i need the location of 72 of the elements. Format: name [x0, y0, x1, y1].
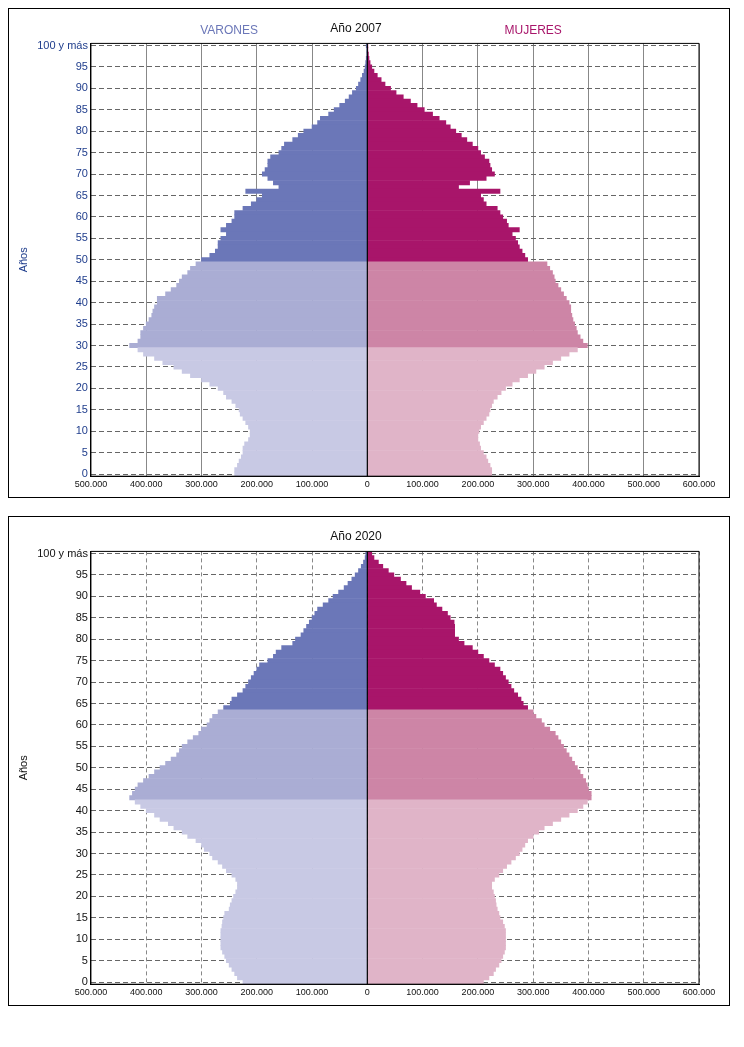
y-tick-label: 20	[75, 381, 88, 394]
y-tick-label: 95	[75, 568, 88, 580]
y-tick-label: 65	[75, 188, 88, 201]
x-tick-label: 400.000	[129, 987, 163, 998]
y-tick-label: 50	[75, 252, 88, 265]
y-tick-label: 60	[75, 209, 88, 222]
y-tick-label: 85	[75, 610, 88, 623]
y-tick-label: 40	[75, 803, 88, 816]
x-tick-label: 100.000	[295, 479, 329, 490]
y-tick-label: 80	[75, 124, 88, 137]
y-tick-label: 0	[81, 467, 88, 480]
x-tick-label: 300.000	[516, 479, 550, 490]
x-tick-label: 300.000	[185, 987, 218, 998]
y-tick-label: 55	[75, 739, 88, 752]
x-tick-label: 500.000	[627, 479, 660, 490]
y-tick-label: 15	[75, 910, 88, 923]
y-tick-label: 75	[75, 653, 88, 666]
y-tick-label: 5	[81, 953, 88, 966]
y-tick-label: 20	[75, 889, 88, 902]
y-tick-label: 10	[75, 932, 88, 945]
y-tick-label: 50	[75, 760, 88, 773]
x-tick-label: 100.000	[406, 987, 439, 998]
y-tick-label: 45	[75, 782, 88, 795]
y-tick-label: 100 y más	[37, 38, 89, 51]
y-tick-label: 70	[75, 675, 88, 688]
x-tick-label: 200.000	[461, 987, 495, 998]
y-tick-label: 80	[75, 632, 88, 645]
y-tick-label: 75	[75, 145, 88, 158]
chart-title: Año 2020	[330, 528, 383, 543]
y-tick-label: 35	[75, 825, 88, 838]
x-tick-label: 300.000	[516, 987, 550, 998]
x-tick-label: 200.000	[240, 479, 274, 490]
y-tick-label: 70	[75, 167, 88, 180]
x-tick-label: 100.000	[406, 479, 439, 490]
y-tick-label: 90	[75, 81, 88, 94]
y-tick-label: 55	[75, 231, 88, 244]
y-tick-label: 0	[81, 975, 88, 988]
x-tick-label: 600.000	[682, 987, 716, 998]
y-tick-label: 90	[75, 589, 88, 602]
y-tick-label: 40	[75, 295, 88, 308]
x-tick-label: 500.000	[74, 987, 108, 998]
x-tick-label: 200.000	[461, 479, 495, 490]
x-tick-label: 400.000	[572, 479, 605, 490]
y-tick-label: 10	[75, 424, 88, 437]
y-tick-label: 85	[75, 102, 88, 115]
x-tick-label: 300.000	[185, 479, 218, 490]
y-tick-label: 30	[75, 338, 88, 351]
x-tick-label: 500.000	[74, 479, 108, 490]
y-tick-label: 100 y más	[37, 546, 89, 559]
y-tick-label: 25	[75, 359, 88, 372]
y-axis-title: Años	[16, 246, 29, 273]
x-tick-label: 0	[364, 987, 370, 998]
chart-title: Año 2007	[330, 20, 383, 35]
x-tick-label: 600.000	[682, 479, 716, 490]
x-tick-label: 400.000	[129, 479, 163, 490]
x-tick-label: 0	[364, 479, 370, 490]
y-tick-label: 35	[75, 317, 88, 330]
y-tick-label: 15	[75, 402, 88, 415]
text: VARONES	[200, 22, 259, 37]
text: MUJERES	[504, 22, 562, 37]
x-tick-label: 100.000	[295, 987, 329, 998]
y-tick-label: 95	[75, 60, 88, 72]
x-tick-label: 400.000	[572, 987, 605, 998]
y-tick-label: 25	[75, 867, 88, 880]
y-tick-label: 60	[75, 717, 88, 730]
y-tick-label: 5	[81, 445, 88, 458]
y-tick-label: 65	[75, 696, 88, 709]
y-tick-label: 45	[75, 274, 88, 287]
y-tick-label: 30	[75, 846, 88, 859]
y-axis-title: Años	[16, 754, 29, 781]
x-tick-label: 500.000	[627, 987, 660, 998]
x-tick-label: 200.000	[240, 987, 274, 998]
